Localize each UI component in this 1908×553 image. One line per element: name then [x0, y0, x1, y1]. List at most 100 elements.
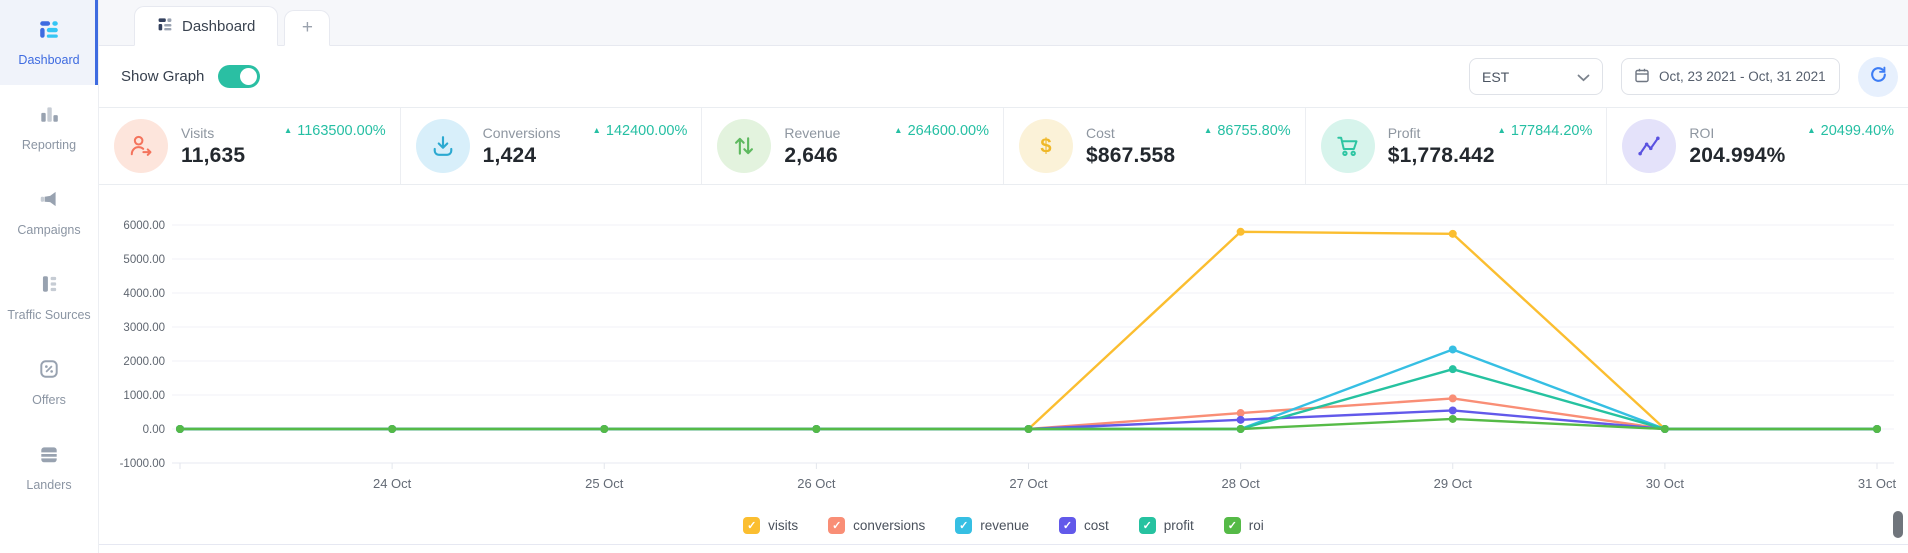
tab-strip: Dashboard +	[99, 0, 1908, 46]
delta-up-icon: ▲	[1497, 125, 1506, 135]
sidebar-item-label: Campaigns	[17, 223, 81, 237]
checkbox-checked-icon: ✓	[743, 517, 761, 534]
kpi-value: $867.558	[1086, 143, 1176, 167]
show-graph-label: Show Graph	[121, 68, 205, 85]
checkbox-checked-icon: ✓	[828, 517, 846, 534]
legend-item-roi[interactable]: ✓ roi	[1223, 517, 1264, 534]
kpi-label: Cost	[1086, 124, 1115, 141]
toolbar-right: EST Oct, 23 2021 - Oct, 31 20	[1469, 56, 1898, 97]
legend-item-profit[interactable]: ✓ profit	[1138, 517, 1194, 534]
scrollbar-thumb[interactable]	[1893, 511, 1903, 538]
dashboard-icon	[38, 18, 60, 45]
sidebar-item-campaigns[interactable]: Campaigns	[0, 170, 98, 255]
svg-text:-1000.00: -1000.00	[120, 458, 165, 470]
svg-text:28 Oct: 28 Oct	[1221, 476, 1260, 491]
show-graph-control: Show Graph	[121, 65, 261, 88]
offers-icon	[38, 358, 60, 385]
sidebar-item-reporting[interactable]: Reporting	[0, 85, 98, 170]
date-range-picker[interactable]: Oct, 23 2021 - Oct, 31 2021	[1621, 58, 1840, 95]
svg-text:2000.00: 2000.00	[123, 356, 165, 368]
sidebar-item-traffic-sources[interactable]: Traffic Sources	[0, 255, 98, 340]
svg-text:29 Oct: 29 Oct	[1434, 476, 1473, 491]
new-tab-button[interactable]: +	[284, 10, 331, 46]
svg-text:27 Oct: 27 Oct	[1009, 476, 1048, 491]
tab-dashboard-icon	[157, 16, 173, 36]
calendar-icon	[1634, 67, 1650, 86]
kpi-delta: ▲ 142400.00%	[592, 123, 688, 139]
kpi-delta: ▲ 264600.00%	[894, 123, 990, 139]
checkbox-checked-icon: ✓	[955, 517, 973, 534]
svg-text:6000.00: 6000.00	[123, 220, 165, 232]
timezone-value: EST	[1482, 68, 1510, 85]
kpi-value: 2,646	[784, 143, 838, 167]
kpi-card-profit: Profit $1,778.442 ▲ 177844.20%	[1304, 108, 1607, 184]
kpi-row: Visits 11,635 ▲ 1163500.00% Conversions 1…	[99, 107, 1908, 185]
kpi-card-visits: Visits 11,635 ▲ 1163500.00%	[99, 108, 400, 184]
svg-text:25 Oct: 25 Oct	[585, 476, 624, 491]
sidebar-item-label: Offers	[32, 393, 66, 407]
svg-text:1000.00: 1000.00	[123, 390, 165, 402]
sidebar-item-landers[interactable]: Landers	[0, 425, 98, 510]
checkbox-checked-icon: ✓	[1059, 517, 1077, 534]
kpi-value: $1,778.442	[1387, 143, 1495, 167]
delta-up-icon: ▲	[1807, 125, 1816, 135]
traffic-sources-icon	[38, 273, 60, 300]
delta-up-icon: ▲	[1203, 125, 1213, 135]
delta-up-icon: ▲	[283, 125, 293, 135]
svg-text:0.00: 0.00	[143, 424, 165, 436]
kpi-label: Conversions	[482, 124, 561, 141]
toolbar: Show Graph EST	[99, 46, 1908, 107]
conversions-icon	[415, 119, 470, 173]
visits-icon	[114, 119, 168, 173]
sidebar: Dashboard Reporting Campaigns	[0, 0, 99, 553]
kpi-card-roi: ROI 204.994% ▲ 20499.40%	[1606, 108, 1908, 184]
kpi-label: Revenue	[784, 124, 841, 141]
svg-text:24 Oct: 24 Oct	[373, 476, 412, 491]
checkbox-checked-icon: ✓	[1223, 517, 1241, 534]
timezone-select[interactable]: EST	[1469, 58, 1603, 95]
delta-up-icon: ▲	[592, 125, 601, 135]
legend-item-visits[interactable]: ✓ visits	[743, 517, 798, 534]
checkbox-checked-icon: ✓	[1138, 517, 1156, 534]
kpi-value: 204.994%	[1689, 143, 1786, 167]
tab-label: Dashboard	[182, 17, 256, 35]
sidebar-item-label: Landers	[26, 478, 72, 492]
svg-text:3000.00: 3000.00	[123, 322, 165, 334]
kpi-label: Visits	[181, 124, 215, 141]
chart-legend: ✓ visits ✓ conversions ✓ revenue ✓ cost …	[99, 517, 1908, 534]
kpi-delta: ▲ 177844.20%	[1497, 123, 1593, 139]
refresh-button[interactable]	[1858, 56, 1898, 97]
kpi-card-revenue: Revenue 2,646 ▲ 264600.00%	[701, 108, 1003, 184]
legend-item-conversions[interactable]: ✓ conversions	[828, 517, 925, 534]
reporting-icon	[38, 103, 60, 130]
legend-item-cost[interactable]: ✓ cost	[1059, 517, 1109, 534]
svg-text:5000.00: 5000.00	[123, 254, 165, 266]
legend-item-revenue[interactable]: ✓ revenue	[955, 517, 1029, 534]
toggle-knob	[240, 68, 258, 85]
sidebar-item-label: Dashboard	[18, 53, 80, 67]
sidebar-item-label: Reporting	[21, 138, 77, 152]
sidebar-item-label: Traffic Sources	[7, 308, 91, 322]
campaigns-icon	[38, 188, 60, 215]
kpi-card-conversions: Conversions 1,424 ▲ 142400.00%	[399, 108, 702, 184]
revenue-icon	[717, 119, 772, 173]
sidebar-item-dashboard[interactable]: Dashboard	[0, 0, 98, 85]
show-graph-toggle[interactable]	[218, 65, 261, 88]
svg-text:30 Oct: 30 Oct	[1646, 476, 1685, 491]
roi-icon	[1622, 119, 1677, 173]
landers-icon	[38, 443, 60, 470]
svg-text:4000.00: 4000.00	[123, 288, 165, 300]
delta-up-icon: ▲	[894, 125, 903, 135]
line-chart: 6000.00 5000.00 4000.00 3000.00 2000.00 1000.…	[120, 220, 1897, 491]
chart-area: 6000.00 5000.00 4000.00 3000.00 2000.00 1000.…	[99, 185, 1908, 545]
date-range-value: Oct, 23 2021 - Oct, 31 2021	[1659, 69, 1826, 84]
tab-dashboard[interactable]: Dashboard	[134, 6, 279, 46]
svg-text:$: $	[1040, 136, 1051, 158]
kpi-delta: ▲ 1163500.00%	[283, 123, 386, 139]
chevron-down-icon	[1577, 69, 1590, 85]
cost-icon: $	[1019, 119, 1074, 173]
kpi-label: ROI	[1689, 124, 1715, 141]
kpi-value: 1,424	[482, 143, 537, 167]
sidebar-item-offers[interactable]: Offers	[0, 340, 98, 425]
